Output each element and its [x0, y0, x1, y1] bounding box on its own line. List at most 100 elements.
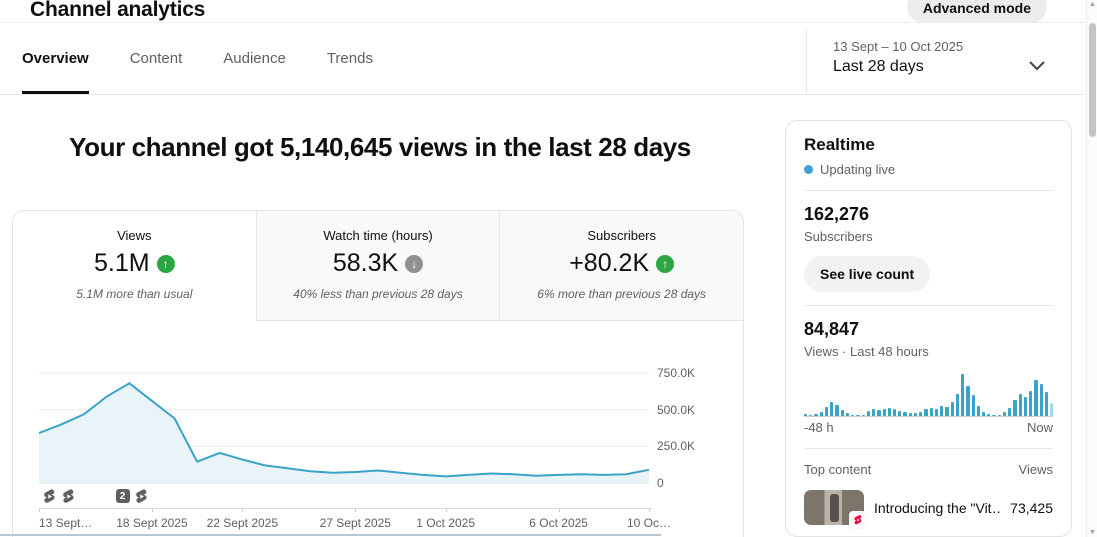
realtime-bar — [898, 410, 902, 416]
y-axis-tick-label: 250.0K — [657, 439, 696, 454]
divider — [804, 448, 1053, 449]
realtime-bar — [1029, 390, 1033, 416]
tab-content[interactable]: Content — [129, 50, 183, 67]
kpi-label: Views — [117, 228, 152, 243]
realtime-bar — [1018, 394, 1022, 416]
scroll-up-icon[interactable]: ▲ — [1089, 1, 1096, 8]
shorts-published-marker-icon[interactable] — [61, 488, 76, 510]
realtime-bar — [997, 415, 1001, 416]
kpi-note: 6% more than previous 28 days — [537, 287, 707, 301]
views-summary-headline: Your channel got 5,140,645 views in the … — [69, 132, 691, 162]
see-live-count-button[interactable]: See live count — [804, 256, 931, 292]
kpi-watch-time[interactable]: Watch time (hours) 58.3K ↓ 40% less than… — [255, 211, 500, 321]
x-axis-tick-label: 6 Oct 2025 — [529, 516, 588, 530]
realtime-bar — [877, 410, 881, 416]
advanced-mode-button[interactable]: Advanced mode — [906, 0, 1047, 23]
x-axis-tick-label: 13 Sept… — [39, 516, 93, 530]
bars-start-label: -48 h — [804, 420, 834, 435]
realtime-subscriber-count: 162,276 — [804, 204, 870, 224]
shorts-published-marker-icon[interactable] — [134, 488, 149, 510]
x-axis-tick-mark — [558, 508, 560, 512]
realtime-bar — [913, 413, 918, 416]
tab-audience[interactable]: Audience — [223, 50, 286, 67]
viewport-bottom-edge — [0, 534, 661, 536]
top-content-header: Top content — [804, 462, 872, 477]
y-axis-tick-label: 0 — [657, 476, 664, 490]
realtime-bar — [882, 409, 886, 416]
realtime-bar — [840, 410, 844, 416]
realtime-bar — [824, 406, 829, 416]
top-content-views: 73,425 — [1010, 499, 1053, 516]
x-axis-labels: 13 Sept… 18 Sept 2025 22 Sept 2025 27 Sept … — [39, 508, 671, 532]
realtime-bar — [835, 405, 839, 416]
bars-end-label: Now — [1026, 420, 1053, 435]
realtime-title: Realtime — [804, 135, 875, 154]
divider — [804, 305, 1053, 306]
x-axis-tick-mark — [649, 508, 650, 512]
page-header: Channel analytics — [0, 0, 1086, 23]
top-content-row[interactable]: Introducing the "Vit… 73,425 — [804, 490, 1053, 528]
scroll-down-icon[interactable]: ▼ — [1089, 529, 1096, 536]
realtime-bar — [934, 408, 939, 416]
date-range-selector[interactable]: 13 Sept – 10 Oct 2025 Last 28 days — [806, 30, 1076, 94]
tab-overview[interactable]: Overview — [22, 23, 89, 94]
realtime-card: Realtime Updating live 162,276 Subscribe… — [785, 120, 1072, 537]
metrics-chart-card: Views 5.1M ↑ 5.1M more than usual Watch … — [12, 210, 744, 537]
analytics-tab-bar: Overview Content Audience Trends 13 Sept… — [0, 23, 1086, 95]
date-range-text: 13 Sept – 10 Oct 2025 — [833, 39, 964, 54]
realtime-bar — [940, 405, 944, 416]
x-axis-tick-label: 18 Sept 2025 — [116, 516, 188, 530]
trend-down-icon: ↓ — [405, 254, 424, 273]
realtime-bar — [845, 413, 850, 416]
x-axis-tick-mark — [151, 508, 153, 512]
kpi-views[interactable]: Views 5.1M ↑ 5.1M more than usual — [13, 211, 256, 321]
realtime-views-count: 84,847 — [804, 319, 860, 339]
shorts-published-marker-icon[interactable] — [42, 488, 57, 510]
realtime-bar — [1013, 400, 1017, 416]
realtime-bar — [976, 405, 980, 416]
y-axis-tick-label: 750.0K — [657, 366, 696, 380]
views-line-chart[interactable] — [39, 366, 651, 484]
realtime-bar — [861, 415, 865, 416]
video-count-badge[interactable]: 2 — [115, 488, 130, 503]
realtime-views-label: Views · Last 48 hours — [804, 344, 929, 359]
kpi-note: 5.1M more than usual — [76, 287, 193, 301]
trend-up-icon: ↑ — [656, 254, 675, 273]
scrollbar-thumb[interactable] — [1089, 23, 1096, 137]
realtime-bar — [1034, 379, 1038, 416]
realtime-bar — [908, 413, 912, 416]
x-axis-tick-mark — [355, 508, 357, 512]
realtime-bar — [955, 394, 960, 416]
x-axis-tick-label: 1 Oct 2025 — [416, 516, 476, 530]
top-content-title: Introducing the "Vit… — [874, 499, 1001, 516]
x-axis-tick-mark — [39, 508, 40, 512]
realtime-bar-chart[interactable] — [804, 373, 1054, 417]
realtime-bar — [1044, 391, 1049, 416]
realtime-bar — [945, 407, 949, 416]
realtime-bar — [919, 411, 923, 416]
page-title: Channel analytics — [30, 0, 206, 21]
thumbnail-figure — [830, 494, 839, 522]
kpi-value: 58.3K — [332, 249, 399, 277]
realtime-bar — [830, 401, 834, 416]
x-axis-tick-label: 27 Sept 2025 — [319, 516, 391, 530]
realtime-bar — [887, 408, 891, 416]
x-axis-line — [39, 508, 651, 509]
realtime-bar — [814, 413, 818, 416]
kpi-subscribers[interactable]: Subscribers +80.2K ↑ 6% more than previo… — [499, 211, 743, 321]
realtime-bar — [1023, 396, 1028, 416]
top-content-views-header: Views — [1018, 462, 1053, 477]
video-thumbnail — [804, 490, 866, 528]
realtime-bar — [966, 385, 970, 416]
tab-trends[interactable]: Trends — [326, 50, 373, 67]
realtime-bar — [892, 409, 897, 416]
kpi-value: 5.1M — [94, 249, 150, 277]
realtime-bar — [1039, 384, 1043, 416]
trend-up-icon: ↑ — [156, 254, 175, 273]
vertical-scrollbar[interactable]: ▲ ▼ — [1086, 0, 1097, 537]
realtime-bar — [981, 412, 986, 416]
chevron-down-icon — [1028, 58, 1046, 76]
realtime-bar — [992, 415, 996, 416]
kpi-row: Views 5.1M ↑ 5.1M more than usual Watch … — [13, 211, 743, 321]
